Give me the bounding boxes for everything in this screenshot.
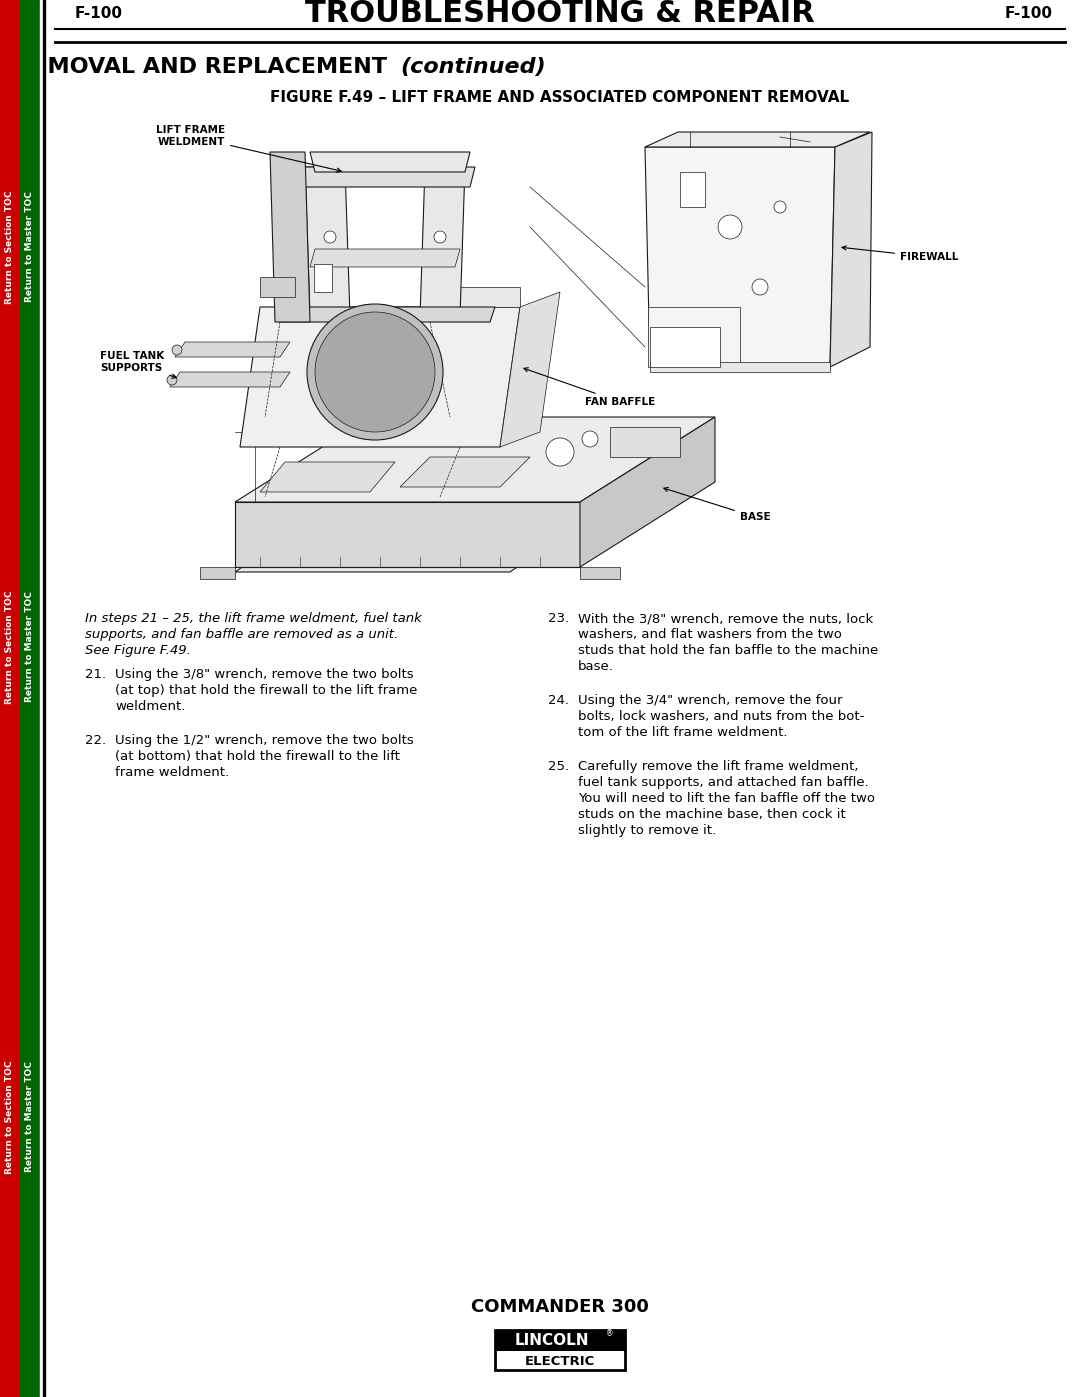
Polygon shape (310, 249, 460, 267)
Polygon shape (420, 168, 465, 317)
Polygon shape (400, 457, 530, 488)
Circle shape (172, 345, 183, 355)
Text: 22.: 22. (85, 733, 106, 747)
Text: FUEL TANK
SUPPORTS: FUEL TANK SUPPORTS (100, 351, 176, 379)
Text: 25.: 25. (548, 760, 569, 773)
Text: F-100: F-100 (75, 7, 123, 21)
Circle shape (167, 374, 177, 386)
Bar (0, 0, 21, 1397)
Polygon shape (500, 292, 561, 447)
Polygon shape (240, 307, 519, 447)
Circle shape (774, 201, 786, 212)
Polygon shape (831, 131, 872, 367)
Bar (314, 264, 332, 292)
Text: STATOR/ROTOR REMOVAL AND REPLACEMENT: STATOR/ROTOR REMOVAL AND REPLACEMENT (0, 57, 395, 77)
Polygon shape (580, 567, 620, 578)
Circle shape (582, 432, 598, 447)
Bar (43, 0, 45, 1397)
Text: FIREWALL: FIREWALL (842, 246, 958, 263)
Text: Return to Section TOC: Return to Section TOC (5, 591, 14, 704)
Polygon shape (645, 147, 835, 367)
Bar (21, 0, 40, 1397)
Text: slightly to remove it.: slightly to remove it. (578, 824, 716, 837)
Circle shape (315, 312, 435, 432)
Text: F-100: F-100 (1005, 7, 1053, 21)
Text: Carefully remove the lift frame weldment,: Carefully remove the lift frame weldment… (578, 760, 859, 773)
Bar (495, 1330, 625, 1370)
Polygon shape (235, 416, 715, 502)
Text: Using the 1/2" wrench, remove the two bolts: Using the 1/2" wrench, remove the two bo… (114, 733, 414, 747)
Polygon shape (170, 372, 291, 387)
Circle shape (324, 231, 336, 243)
Polygon shape (270, 152, 310, 321)
Text: (continued): (continued) (400, 57, 545, 77)
Polygon shape (305, 168, 350, 317)
Circle shape (546, 439, 573, 467)
Polygon shape (648, 307, 740, 367)
Text: supports, and fan baffle are removed as a unit.: supports, and fan baffle are removed as … (85, 629, 399, 641)
Text: base.: base. (578, 659, 613, 673)
Text: FAN BAFFLE: FAN BAFFLE (524, 367, 656, 407)
Polygon shape (260, 462, 395, 492)
Polygon shape (650, 327, 720, 367)
Text: studs that hold the fan baffle to the machine: studs that hold the fan baffle to the ma… (578, 644, 878, 657)
Polygon shape (300, 168, 475, 187)
Polygon shape (650, 362, 831, 372)
Bar (40, 0, 43, 1397)
Text: Using the 3/4" wrench, remove the four: Using the 3/4" wrench, remove the four (578, 694, 842, 707)
Text: 24.: 24. (548, 694, 569, 707)
Polygon shape (235, 497, 620, 571)
Polygon shape (310, 152, 470, 172)
Text: Using the 3/8" wrench, remove the two bolts: Using the 3/8" wrench, remove the two bo… (114, 668, 414, 680)
Text: (at top) that hold the firewall to the lift frame: (at top) that hold the firewall to the l… (114, 685, 417, 697)
Circle shape (307, 305, 443, 440)
Text: tom of the lift frame weldment.: tom of the lift frame weldment. (578, 726, 787, 739)
Text: Return to Master TOC: Return to Master TOC (26, 191, 35, 302)
Polygon shape (645, 131, 870, 147)
Polygon shape (460, 286, 519, 307)
Text: LIFT FRAME
WELDMENT: LIFT FRAME WELDMENT (156, 126, 341, 172)
Text: washers, and flat washers from the two: washers, and flat washers from the two (578, 629, 842, 641)
Text: 23.: 23. (548, 612, 569, 624)
Polygon shape (200, 567, 235, 578)
Text: bolts, lock washers, and nuts from the bot-: bolts, lock washers, and nuts from the b… (578, 710, 864, 724)
Text: ®: ® (606, 1330, 613, 1338)
Polygon shape (260, 277, 295, 298)
Text: See Figure F.49.: See Figure F.49. (85, 644, 191, 657)
Bar (495, 1330, 625, 1351)
Text: Return to Master TOC: Return to Master TOC (26, 1062, 35, 1172)
Text: studs on the machine base, then cock it: studs on the machine base, then cock it (578, 807, 846, 821)
Circle shape (718, 215, 742, 239)
Text: (at bottom) that hold the firewall to the lift: (at bottom) that hold the firewall to th… (114, 750, 400, 763)
Text: With the 3/8" wrench, remove the nuts, lock: With the 3/8" wrench, remove the nuts, l… (578, 612, 874, 624)
Text: BASE: BASE (664, 488, 771, 522)
Text: frame weldment.: frame weldment. (114, 766, 229, 780)
Circle shape (752, 279, 768, 295)
Text: COMMANDER 300: COMMANDER 300 (471, 1298, 649, 1316)
Polygon shape (610, 427, 680, 457)
Text: TROUBLESHOOTING & REPAIR: TROUBLESHOOTING & REPAIR (306, 0, 815, 28)
Text: LINCOLN: LINCOLN (515, 1333, 590, 1348)
Text: 21.: 21. (85, 668, 106, 680)
Polygon shape (275, 307, 495, 321)
Text: fuel tank supports, and attached fan baffle.: fuel tank supports, and attached fan baf… (578, 775, 868, 789)
Bar (680, 172, 705, 207)
Text: Return to Master TOC: Return to Master TOC (26, 591, 35, 703)
Text: FIGURE F.49 – LIFT FRAME AND ASSOCIATED COMPONENT REMOVAL: FIGURE F.49 – LIFT FRAME AND ASSOCIATED … (270, 89, 850, 105)
Text: You will need to lift the fan baffle off the two: You will need to lift the fan baffle off… (578, 792, 875, 805)
Polygon shape (580, 416, 715, 567)
Text: Return to Section TOC: Return to Section TOC (5, 190, 14, 303)
Text: ELECTRIC: ELECTRIC (525, 1355, 595, 1368)
Circle shape (434, 231, 446, 243)
Text: weldment.: weldment. (114, 700, 186, 712)
Text: Return to Section TOC: Return to Section TOC (5, 1060, 14, 1173)
Polygon shape (235, 502, 580, 567)
Text: In steps 21 – 25, the lift frame weldment, fuel tank: In steps 21 – 25, the lift frame weldmen… (85, 612, 422, 624)
Polygon shape (175, 342, 291, 358)
